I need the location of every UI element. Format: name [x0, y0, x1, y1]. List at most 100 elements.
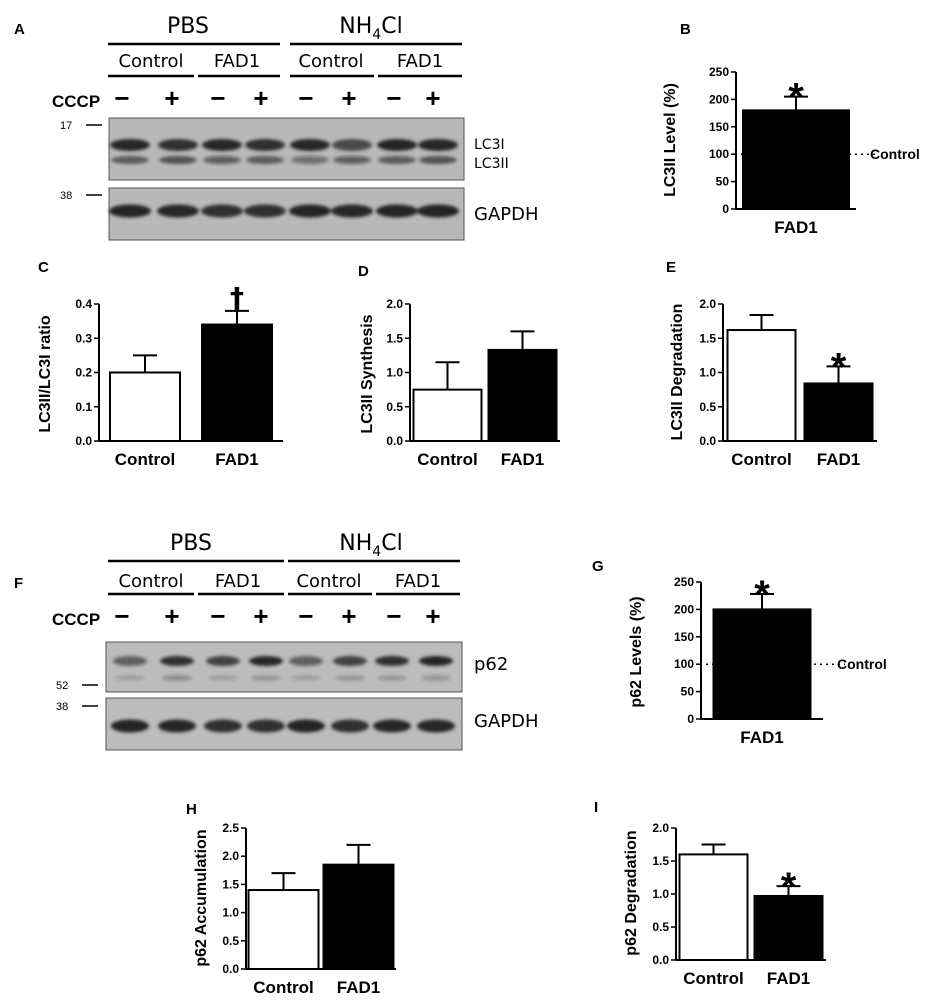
panel-label-c: C	[38, 259, 49, 276]
blot-f-group-3: Control	[296, 571, 361, 592]
y-tick-label: 1.0	[652, 887, 669, 901]
y-tick-label: 0.5	[652, 920, 669, 934]
cccp-sign: +	[164, 83, 179, 113]
blot-band	[111, 719, 149, 733]
y-tick-label: 50	[681, 685, 695, 699]
x-category-label: Control	[731, 450, 791, 469]
panel-label-d: D	[358, 263, 369, 280]
blot-band	[287, 719, 325, 733]
blot-band	[249, 656, 283, 666]
x-category-label: FAD1	[337, 978, 380, 997]
y-tick-label: 1.0	[699, 366, 716, 380]
y-tick-label: 0.0	[222, 962, 239, 976]
blot-a: A PBS NH4Cl Control FAD1 Control FAD1 CC…	[14, 14, 539, 241]
y-tick-label: 0.5	[386, 400, 403, 414]
y-tick-label: 2.0	[652, 821, 669, 835]
y-tick-label: 0.0	[699, 434, 716, 448]
significance-marker: *	[831, 345, 847, 389]
blot-band	[201, 204, 243, 218]
blot-a-cccp-label: CCCP	[52, 92, 100, 111]
bar-fad1	[753, 894, 824, 961]
reference-label: Control	[837, 656, 887, 672]
y-tick-label: 0.3	[75, 331, 92, 345]
y-tick-label: 1.5	[386, 331, 403, 345]
blot-f-label-p62: p62	[474, 654, 508, 675]
blot-band	[109, 204, 151, 218]
x-category-label: Control	[115, 450, 175, 469]
y-tick-label: 0.4	[75, 297, 92, 311]
y-tick-label: 0.1	[75, 400, 92, 414]
x-category-label: FAD1	[740, 728, 783, 747]
bar-control	[412, 388, 483, 442]
blot-f-group-4: FAD1	[395, 571, 441, 592]
blot-band	[290, 139, 330, 151]
cccp-sign: −	[114, 83, 129, 113]
x-category-label: Control	[253, 978, 313, 997]
blot-band	[289, 204, 331, 218]
y-tick-label: 0.0	[386, 434, 403, 448]
blot-band	[206, 656, 240, 666]
blot-band	[419, 656, 453, 666]
x-category-label: Control	[683, 969, 743, 988]
y-tick-label: 2.0	[386, 297, 403, 311]
blot-band	[378, 156, 416, 164]
bar-fad1	[742, 109, 850, 210]
blot-band	[373, 719, 411, 733]
y-axis-label: LC3II Degradation	[669, 304, 686, 441]
reference-label: Control	[870, 146, 920, 162]
blot-band	[333, 156, 371, 164]
blot-band	[251, 675, 281, 681]
blot-f-label-gapdh: GAPDH	[474, 711, 539, 732]
blot-band	[157, 204, 199, 218]
y-tick-label: 1.5	[222, 877, 239, 891]
cccp-sign: +	[341, 601, 356, 631]
blot-band	[247, 719, 285, 733]
panel-label-e: E	[666, 259, 676, 276]
chart-c: 0.0 0.1 0.2 0.3 0.4 LC3II/LC3I ratio Control FA…	[37, 281, 283, 469]
blot-band	[158, 139, 198, 151]
blot-band	[418, 139, 458, 151]
blot-f-treatment-nh4cl: NH4Cl	[339, 531, 402, 560]
y-tick-label: 250	[674, 575, 694, 589]
blot-f-cccp-signs: − + − + − + − +	[114, 601, 440, 631]
bar-control	[726, 329, 797, 442]
blot-a-label-lc3ii: LC3II	[474, 156, 509, 172]
y-axis-label: LC3II Synthesis	[359, 314, 376, 433]
blot-band	[246, 156, 284, 164]
cccp-sign: +	[253, 601, 268, 631]
blot-band	[376, 204, 418, 218]
x-category-label: FAD1	[215, 450, 258, 469]
blot-band	[208, 675, 238, 681]
y-tick-label: 1.0	[386, 366, 403, 380]
y-tick-label: 1.5	[652, 854, 669, 868]
y-axis-label: LC3II/LC3I ratio	[37, 315, 54, 433]
cccp-sign: −	[298, 83, 313, 113]
cccp-sign: +	[425, 83, 440, 113]
cccp-sign: −	[386, 601, 401, 631]
chart-g: 0 50 100 150 200 250 p62 Levels (%) Control FAD1…	[628, 573, 887, 747]
blot-band	[203, 156, 241, 164]
y-tick-label: 150	[709, 120, 729, 134]
blot-band	[113, 656, 147, 666]
blot-f-marker-52: 52	[56, 680, 68, 692]
panel-label-g: G	[592, 558, 604, 575]
bar-control	[109, 371, 181, 442]
blot-band	[333, 656, 367, 666]
blot-a-treatment-pbs: PBS	[167, 14, 209, 39]
blot-band	[421, 675, 451, 681]
cccp-sign: +	[425, 601, 440, 631]
panel-label-h: H	[186, 801, 197, 818]
bar-fad1	[487, 348, 558, 442]
x-category-label: FAD1	[774, 218, 817, 237]
blot-band	[159, 156, 197, 164]
blot-band	[335, 675, 365, 681]
blot-band	[377, 139, 417, 151]
y-tick-label: 200	[709, 92, 729, 106]
cccp-sign: +	[253, 83, 268, 113]
blot-f-marker-38: 38	[56, 701, 68, 713]
bar-control	[247, 889, 320, 970]
y-tick-label: 0.5	[222, 934, 239, 948]
blot-band	[162, 675, 192, 681]
y-tick-label: 2.0	[699, 297, 716, 311]
y-tick-label: 1.0	[222, 906, 239, 920]
